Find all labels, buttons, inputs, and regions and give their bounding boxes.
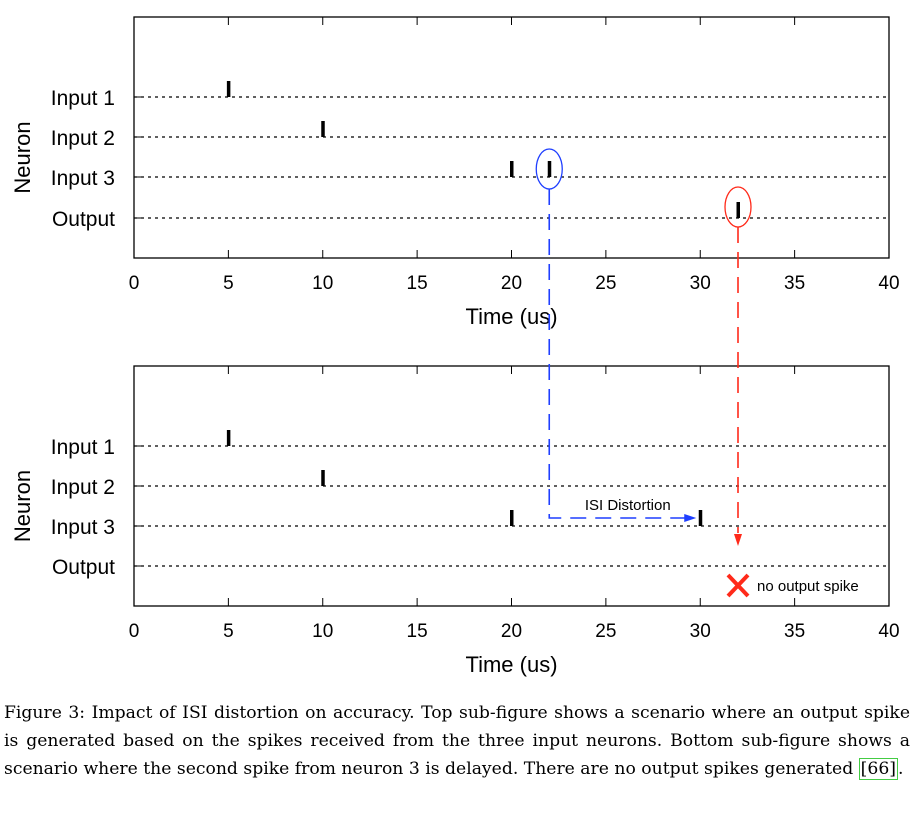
spike-input-1 [226,81,231,97]
y-tick-label: Output [52,208,115,231]
x-tick-label: 5 [223,273,234,294]
caption-end: . [897,759,904,779]
x-tick-label: 35 [784,273,805,294]
x-tick-label: 15 [407,273,428,294]
bottom-subfigure: 0 5 10 15 20 25 30 35 40 Time (us) Neuron Input 1 In… [10,365,900,677]
no-output-label: no output spike [757,578,859,595]
y-axis-label: Neuron [10,470,35,542]
x-tick-label: 15 [407,621,428,642]
x-axis-label: Time (us) [465,304,557,329]
y-tick-label: Input 3 [51,516,115,539]
figure: 0 5 10 15 20 25 30 35 40 Time (us) Neuron Input 1 In… [10,16,900,677]
citation-link[interactable]: [66] [858,758,898,780]
x-tick-label: 0 [129,273,140,294]
spike-output [736,202,740,218]
y-axis-label: Neuron [10,121,35,193]
top-subfigure: 0 5 10 15 20 25 30 35 40 Time (us) Neuron Input 1 In… [10,16,900,329]
x-tick-label: 30 [690,273,711,294]
x-tick-label: 40 [878,621,899,642]
spike-input-3 [547,161,552,177]
caption-text: Figure 3: Impact of ISI distortion on ac… [4,703,910,779]
output-arrowhead [734,534,742,546]
x-tick-label: 0 [129,621,140,642]
x-tick-label: 20 [501,621,522,642]
x-tick-label: 25 [595,621,616,642]
spike-input-2 [321,470,325,486]
x-tick-label: 35 [784,621,805,642]
isi-arrow-line [548,189,687,519]
y-tick-label: Output [52,556,115,579]
spike-input-2 [321,121,325,137]
isi-distortion-label: ISI Distortion [585,497,671,514]
spike-input-3 [510,161,514,177]
spike-input-3 [510,510,514,526]
x-tick-label: 20 [501,273,522,294]
x-tick-label: 5 [223,621,234,642]
figure-caption: Figure 3: Impact of ISI distortion on ac… [4,699,910,783]
x-tick-label: 25 [595,273,616,294]
x-tick-label: 40 [878,273,899,294]
x-axis-label: Time (us) [465,652,557,677]
x-tick-label: 10 [312,621,333,642]
isi-arrowhead [684,514,697,522]
x-tick-label: 10 [312,273,333,294]
y-tick-label: Input 3 [51,167,115,190]
x-tick-label: 30 [690,621,711,642]
y-tick-label: Input 1 [51,87,115,110]
spike-input-3 [698,510,703,526]
y-tick-label: Input 2 [51,476,115,499]
no-output-x-icon [726,573,750,598]
y-tick-label: Input 1 [51,436,115,459]
y-tick-label: Input 2 [51,127,115,150]
spike-input-1 [226,430,231,446]
